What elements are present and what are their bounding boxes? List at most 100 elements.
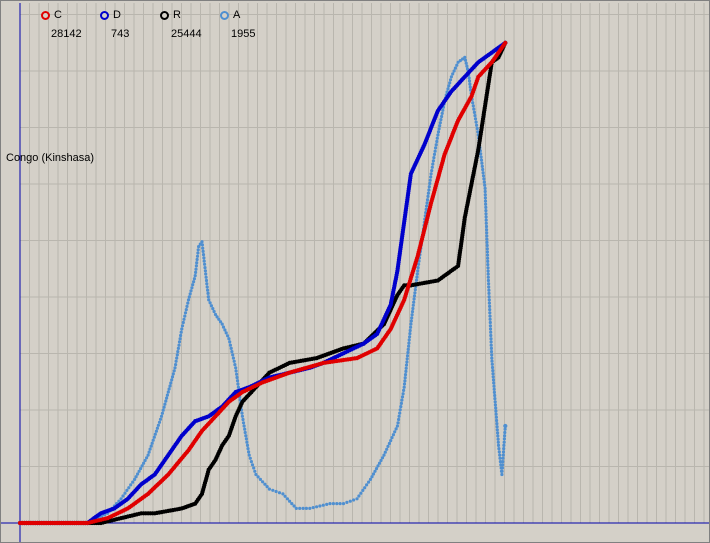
series-a-point-465	[490, 353, 494, 357]
series-a-point-213	[308, 506, 312, 510]
series-a-point-498	[498, 456, 502, 460]
series-a-point-131	[204, 278, 209, 283]
series-a-point-484	[494, 412, 498, 416]
series-a-point-442	[486, 278, 490, 283]
series-a-point-98	[185, 304, 189, 308]
series-a-point-348	[438, 121, 442, 125]
series-a-point-426	[485, 228, 489, 232]
series-a-point-464	[489, 350, 494, 354]
series-a-point-392	[474, 120, 478, 124]
series-a-point-198	[265, 485, 269, 489]
series-a-point-476	[492, 387, 496, 391]
series-a-point-215	[315, 505, 319, 509]
series-a-point-191	[252, 466, 256, 470]
series-a-point-352	[441, 108, 445, 112]
series-a-point-516	[503, 430, 507, 435]
series-a-point-461	[489, 340, 493, 344]
series-a-point-443	[487, 282, 491, 286]
series-a-point-163	[235, 375, 239, 380]
series-a-point-174	[240, 411, 244, 415]
series-a-point-183	[245, 440, 249, 444]
series-a-point-452	[488, 311, 492, 315]
series-a-point-230	[361, 488, 365, 492]
series-a-point-261	[400, 398, 404, 402]
series-a-point-41	[133, 477, 137, 481]
series-a-point-51	[147, 450, 151, 454]
series-a-point-375	[465, 67, 470, 71]
series-a-point-334	[430, 165, 434, 169]
series-a-point-448	[487, 298, 491, 302]
series-a-point-283	[408, 328, 412, 333]
series-a-point-126	[203, 262, 207, 266]
series-a-point-219	[328, 502, 332, 506]
series-a-point-263	[401, 392, 405, 396]
series-a-point-203	[281, 492, 285, 496]
series-a-point-70	[165, 393, 169, 397]
legend-item-r: R	[160, 9, 181, 21]
series-a-point-391	[473, 117, 478, 121]
series-a-point-331	[429, 175, 433, 179]
series-a-point-186	[247, 450, 251, 454]
series-a-point-94	[182, 317, 186, 321]
series-a-point-73	[168, 384, 172, 388]
series-a-point-341	[434, 143, 438, 147]
series-a-point-390	[473, 114, 477, 118]
series-a-point-447	[487, 295, 491, 299]
series-a-point-411	[482, 180, 486, 184]
series-a-point-108	[193, 274, 197, 278]
series-a-point-54	[150, 441, 154, 445]
series-a-point-239	[376, 464, 380, 468]
series-a-point-499	[498, 460, 502, 464]
series-a-point-237	[373, 469, 377, 473]
series-a-point-333	[430, 169, 434, 173]
series-a-point-497	[498, 453, 502, 457]
series-a-point-120	[200, 243, 204, 247]
series-a-point-481	[493, 403, 497, 407]
series-a-point-95	[183, 314, 187, 318]
series-a-point-246	[386, 444, 390, 448]
series-a-point-328	[427, 185, 431, 189]
series-a-point-302	[416, 269, 420, 273]
series-a-point-244	[383, 450, 387, 454]
series-a-point-251	[393, 430, 397, 434]
series-a-point-160	[234, 366, 238, 370]
series-a-point-276	[406, 350, 410, 355]
series-a-point-284	[409, 325, 413, 329]
series-a-point-365	[452, 69, 456, 73]
series-a-point-326	[426, 191, 430, 195]
legend-marker-a	[220, 10, 229, 20]
series-a-point-473	[491, 378, 496, 382]
series-a-point-299	[414, 278, 419, 282]
series-a-point-330	[428, 178, 432, 182]
series-a-point-478	[493, 393, 497, 398]
series-a-point-412	[483, 183, 487, 187]
series-a-point-49	[145, 456, 149, 460]
series-a-point-80	[174, 363, 178, 367]
series-a-point-504	[500, 469, 504, 473]
series-a-point-457	[488, 327, 493, 331]
series-a-point-247	[387, 441, 391, 446]
series-a-point-466	[490, 356, 494, 360]
series-a-point-142	[213, 312, 218, 317]
series-a-point-364	[451, 72, 455, 76]
series-a-point-147	[221, 325, 226, 329]
series-a-point-46	[140, 464, 144, 468]
series-a-point-188	[248, 456, 252, 460]
series-a-point-110	[194, 267, 198, 271]
legend-value-a: 1955	[231, 28, 256, 40]
series-a-point-508	[501, 456, 505, 460]
series-a-point-190	[250, 463, 255, 467]
series-a-point-79	[173, 366, 177, 370]
series-a-point-102	[188, 292, 192, 296]
series-a-point-406	[480, 164, 484, 168]
series-a-point-393	[475, 123, 479, 127]
series-a-point-177	[241, 421, 246, 425]
series-a-point-35	[121, 494, 125, 498]
series-a-point-282	[408, 332, 412, 336]
series-a-point-513	[502, 440, 506, 444]
series-a-point-323	[425, 201, 429, 205]
series-a-point-256	[397, 414, 401, 418]
series-a-point-271	[404, 366, 408, 370]
series-a-point-437	[486, 263, 490, 267]
series-a-point-194	[256, 475, 260, 479]
